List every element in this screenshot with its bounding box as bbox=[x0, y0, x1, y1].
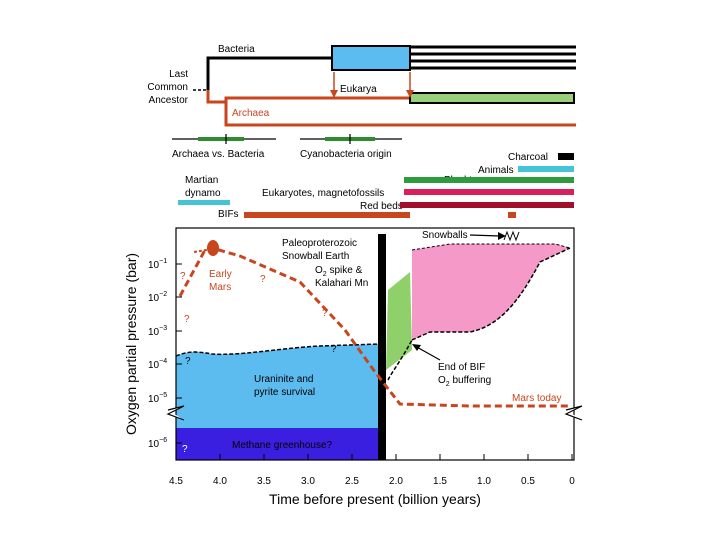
martian-label-2: dynamo bbox=[185, 188, 221, 199]
uraninite-region bbox=[176, 344, 380, 428]
oxygen-plot: Snowballs Paleoproterozoic Snowball Eart… bbox=[166, 227, 583, 461]
early-mars-point bbox=[207, 240, 219, 256]
o2-spike-label: O2 spike & bbox=[315, 265, 363, 278]
end-bif-arrow-line bbox=[414, 345, 441, 361]
martian-label-1: Martian bbox=[185, 175, 218, 186]
x-tick-label: 1.0 bbox=[477, 476, 491, 487]
green-wedge bbox=[386, 272, 412, 370]
bacteria-label: Bacteria bbox=[218, 44, 255, 55]
plot-frame bbox=[175, 227, 575, 461]
x-tick-label: 4.5 bbox=[169, 476, 183, 487]
x-tick-label: 1.5 bbox=[433, 476, 447, 487]
x-tick-label: 0.5 bbox=[521, 476, 535, 487]
animals-label: Animals bbox=[478, 165, 514, 176]
y-break-right bbox=[564, 405, 583, 421]
paleo-label-2: Snowball Earth bbox=[282, 251, 349, 262]
y-axis-label: Oxygen partial pressure (bar) bbox=[123, 253, 139, 435]
arrow-head-1 bbox=[330, 90, 338, 98]
question-mark-1: ? bbox=[180, 271, 186, 282]
uraninite-label-2: pyrite survival bbox=[254, 387, 315, 398]
question-mark-3: ? bbox=[184, 314, 190, 325]
eukarya-label: Eukarya bbox=[340, 84, 377, 95]
bacteria-lineages bbox=[410, 45, 576, 70]
x-tick-label: 4.0 bbox=[213, 476, 227, 487]
y-tick-3: 10−3 bbox=[148, 325, 167, 338]
end-bif-label-2: O2 buffering bbox=[438, 375, 491, 388]
pink-region bbox=[412, 244, 570, 340]
y-tick-6: 10−6 bbox=[148, 437, 167, 450]
y-tick-1: 10−1 bbox=[148, 258, 167, 271]
x-tick-label: 0 bbox=[569, 476, 575, 487]
uraninite-upper-edge bbox=[175, 343, 381, 357]
mars-today-label: Mars today bbox=[512, 393, 561, 404]
x-tick-label: 3.5 bbox=[257, 476, 271, 487]
lca-label-3: Ancestor bbox=[149, 95, 189, 106]
y-tick-2: 10−2 bbox=[148, 291, 167, 304]
phylogenetic-tree: Bacteria Last Common Ancestor Archaea Eu… bbox=[147, 44, 576, 127]
geologic-records: Charcoal Animals Plankton Martian dynamo… bbox=[178, 152, 574, 220]
question-mark-6: ? bbox=[331, 344, 337, 355]
charcoal-label: Charcoal bbox=[508, 152, 548, 163]
x-tick-label: 2.0 bbox=[389, 476, 403, 487]
bifs-late-bar bbox=[508, 212, 516, 218]
arrow-head-2 bbox=[406, 90, 414, 98]
marker-row: Archaea vs. Bacteria Cyanobacteria origi… bbox=[172, 134, 402, 160]
martian-dynamo-bar bbox=[178, 200, 230, 205]
bifs-bar bbox=[244, 212, 410, 218]
x-axis-label: Time before present (billion years) bbox=[269, 491, 481, 507]
question-mark-7: ? bbox=[182, 444, 188, 455]
bifs-label: BIFs bbox=[218, 209, 239, 220]
end-bif-arrow-head bbox=[412, 344, 421, 351]
paleo-label-1: Paleoproterozoic bbox=[282, 238, 357, 249]
early-mars-label-1: Early bbox=[209, 269, 232, 280]
bacteria-box bbox=[331, 45, 411, 71]
x-tick-label: 2.5 bbox=[345, 476, 359, 487]
lca-label-1: Last bbox=[169, 69, 188, 80]
question-mark-5: ? bbox=[185, 356, 191, 367]
early-mars-label-2: Mars bbox=[209, 282, 231, 293]
question-mark-2: ? bbox=[260, 274, 266, 285]
y-axis: 10−1 10−2 10−3 10−4 10−5 10−6 Oxygen par… bbox=[123, 253, 182, 450]
red-beds-label: Red beds bbox=[360, 201, 403, 212]
animals-bar bbox=[518, 166, 574, 172]
end-bif-label-1: End of BIF bbox=[438, 362, 485, 373]
bacteria-branch bbox=[206, 56, 332, 102]
y-tick-4: 10−4 bbox=[148, 358, 167, 371]
snowballs-label: Snowballs bbox=[422, 230, 468, 241]
y-break-left bbox=[166, 405, 185, 421]
eukarya-box bbox=[409, 92, 575, 104]
methane-label: Methane greenhouse? bbox=[232, 440, 333, 451]
rise-edge bbox=[387, 339, 413, 381]
y-tick-5: 10−5 bbox=[148, 392, 167, 405]
snowball-earth-bar bbox=[378, 234, 386, 460]
snowballs-marks bbox=[503, 230, 520, 242]
archaea-vs-bacteria-label: Archaea vs. Bacteria bbox=[172, 149, 265, 160]
red-beds-bar bbox=[400, 202, 574, 208]
archaea-upper-branch bbox=[224, 96, 410, 102]
charcoal-bar bbox=[558, 153, 574, 160]
archaea-label: Archaea bbox=[232, 108, 270, 119]
uraninite-label-1: Uraninite and bbox=[254, 374, 313, 385]
eukaryotes-label: Eukaryotes, magnetofossils bbox=[262, 188, 384, 199]
kalahari-label: Kalahari Mn bbox=[315, 278, 368, 289]
methane-band bbox=[176, 428, 380, 460]
x-tick-label: 3.0 bbox=[301, 476, 315, 487]
x-axis: 4.5 4.0 3.5 3.0 2.5 2.0 1.5 1.0 0.5 0 Time before… bbox=[169, 454, 575, 507]
question-mark-4: ? bbox=[322, 308, 328, 319]
lca-label-2: Common bbox=[147, 82, 188, 93]
eukaryotes-bar bbox=[404, 189, 574, 195]
cyanobacteria-origin-label: Cyanobacteria origin bbox=[300, 149, 392, 160]
plankton-bar bbox=[404, 177, 574, 183]
